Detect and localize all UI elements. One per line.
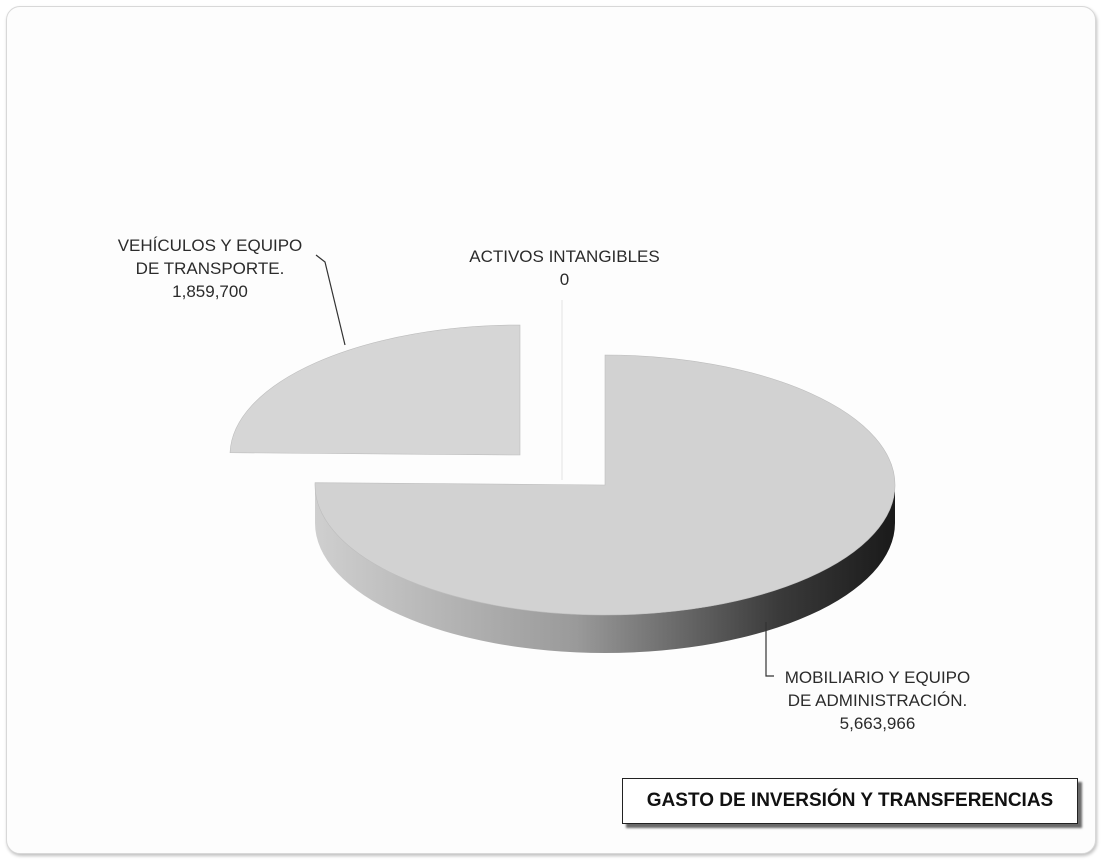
slice-mobiliario-top <box>314 354 896 616</box>
leader-line-mobiliario <box>765 622 774 677</box>
slice-vehiculos <box>229 324 521 456</box>
slice-label-mobiliario: MOBILIARIO Y EQUIPO DE ADMINISTRACIÓN. 5… <box>765 666 990 735</box>
slice-mobiliario-side <box>315 485 895 653</box>
slice-value-vehiculos: 1,859,700 <box>172 282 248 301</box>
slice-value-mobiliario: 5,663,966 <box>839 714 916 733</box>
slice-label-activos: ACTIVOS INTANGIBLES 0 <box>452 245 677 291</box>
slice-value-activos: 0 <box>559 270 570 289</box>
slice-label-vehiculos: VEHÍCULOS Y EQUIPO DE TRANSPORTE. 1,859,… <box>105 234 315 303</box>
slice-vehiculos-top <box>229 324 521 456</box>
chart-title: GASTO DE INVERSIÓN Y TRANSFERENCIAS <box>622 778 1078 824</box>
chart-frame <box>6 6 1096 854</box>
slice-mobiliario <box>314 354 896 653</box>
leader-line-vehiculos <box>315 254 346 346</box>
